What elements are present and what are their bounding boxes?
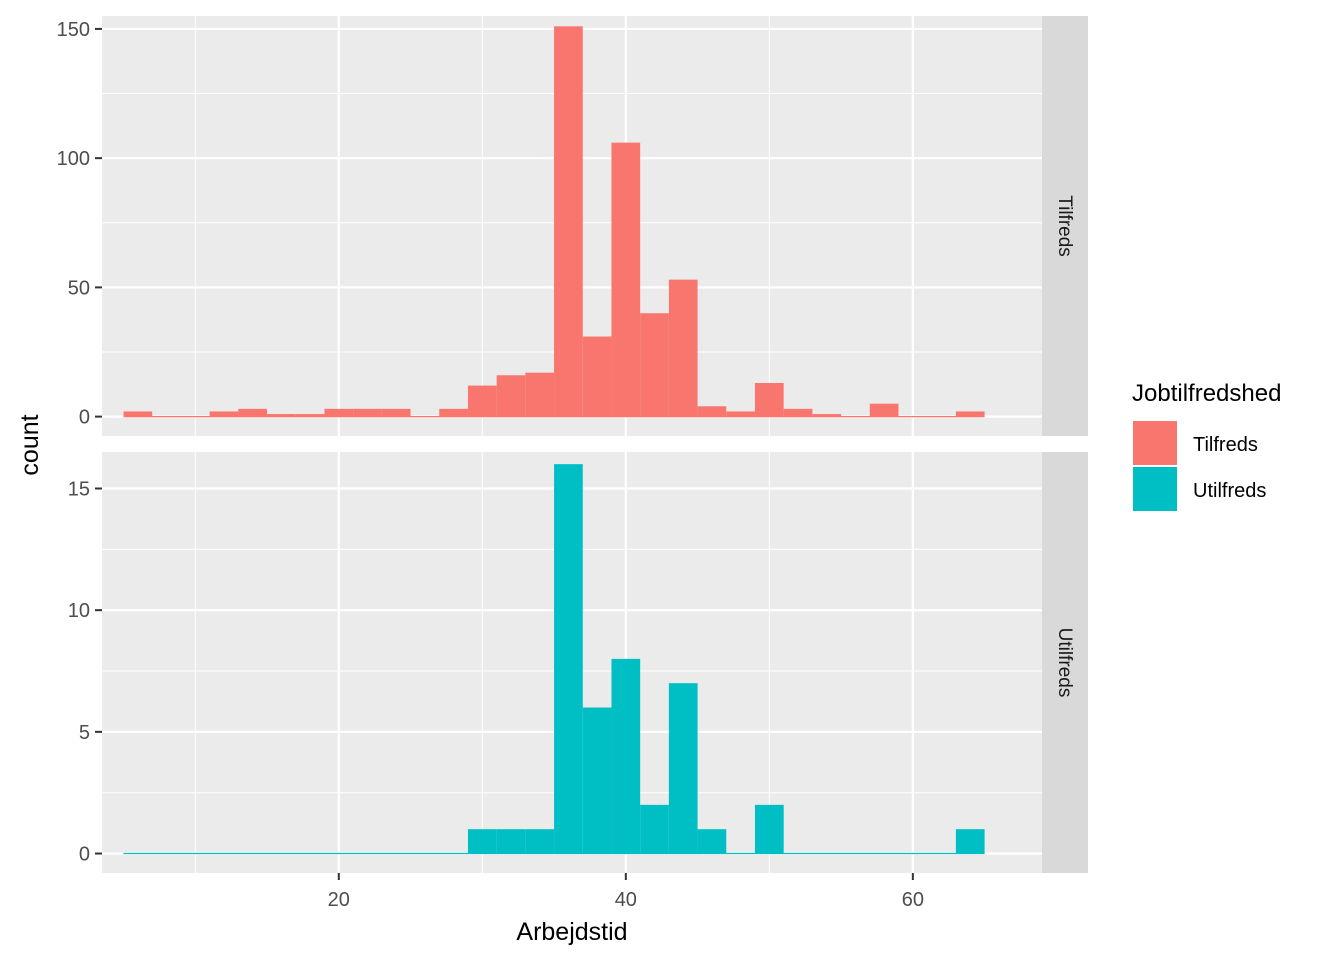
bar-tilfreds-37 xyxy=(582,336,612,417)
legend-label-utilfreds: Utilfreds xyxy=(1193,480,1266,502)
bar-tilfreds-31 xyxy=(496,375,526,417)
bar-tilfreds-43 xyxy=(668,279,698,417)
bar-tilfreds-57 xyxy=(869,403,899,417)
bar-utilfreds-35 xyxy=(554,464,583,854)
x-tick-label: 20 xyxy=(328,889,350,911)
bar-tilfreds-47 xyxy=(726,411,755,417)
bar-tilfreds-13 xyxy=(238,408,268,417)
facet-strip-label-utilfreds: Utilfreds xyxy=(1054,628,1075,698)
bar-tilfreds-11 xyxy=(209,411,239,417)
facet-strip-label-tilfreds: Tilfreds xyxy=(1054,195,1075,257)
bar-tilfreds-49 xyxy=(754,383,784,417)
y-tick-label: 50 xyxy=(68,277,90,299)
legend-key-utilfreds xyxy=(1133,467,1177,511)
bars-utilfreds xyxy=(123,464,985,855)
bar-utilfreds-49 xyxy=(754,804,784,854)
bar-tilfreds-63 xyxy=(955,411,985,417)
x-tick-label: 60 xyxy=(902,889,924,911)
bar-tilfreds-51 xyxy=(783,408,813,417)
y-tick-label: 10 xyxy=(68,600,90,622)
bar-tilfreds-23 xyxy=(381,408,411,417)
bar-tilfreds-29 xyxy=(467,385,497,417)
y-tick-label: 15 xyxy=(68,479,90,501)
legend-label-tilfreds: Tilfreds xyxy=(1193,434,1258,456)
y-tick-label: 150 xyxy=(57,19,90,41)
x-tick-label: 40 xyxy=(615,889,637,911)
facet-panel-tilfreds: Tilfreds 0 50 100 150 xyxy=(57,16,1088,436)
bar-utilfreds-45 xyxy=(697,829,727,854)
y-tick-label: 100 xyxy=(57,148,90,170)
bars-tilfreds xyxy=(123,26,985,418)
bar-tilfreds-39 xyxy=(611,142,641,417)
bar-tilfreds-53 xyxy=(812,414,842,417)
bar-tilfreds-21 xyxy=(353,408,382,417)
bar-utilfreds-41 xyxy=(640,804,669,854)
bar-utilfreds-37 xyxy=(582,707,612,854)
y-axis-ticks-utilfreds: 0 5 10 15 xyxy=(68,479,102,866)
legend-title: Jobtilfredshed xyxy=(1132,380,1281,407)
y-tick-label: 0 xyxy=(79,844,90,866)
bar-tilfreds-17 xyxy=(295,414,325,417)
y-axis-title: count xyxy=(16,414,44,475)
x-axis-title: Arbejdstid xyxy=(516,918,627,946)
legend-key-tilfreds xyxy=(1133,421,1177,465)
bar-tilfreds-19 xyxy=(324,408,354,417)
bar-utilfreds-31 xyxy=(496,829,526,854)
bar-tilfreds-27 xyxy=(439,408,468,417)
bar-utilfreds-39 xyxy=(611,658,641,854)
y-axis-ticks-tilfreds: 0 50 100 150 xyxy=(57,19,102,429)
facet-strip-tilfreds xyxy=(1042,16,1088,436)
bar-tilfreds-35 xyxy=(554,26,583,417)
bar-tilfreds-41 xyxy=(640,313,669,417)
bar-tilfreds-5 xyxy=(123,411,153,417)
y-tick-label: 0 xyxy=(79,407,90,429)
facet-panel-utilfreds: Utilfreds 0 5 10 15 xyxy=(68,452,1088,873)
legend: Jobtilfredshed Tilfreds Utilfreds xyxy=(1132,380,1281,511)
y-tick-label: 5 xyxy=(79,722,90,744)
bar-tilfreds-45 xyxy=(697,406,727,417)
bar-tilfreds-15 xyxy=(267,414,296,417)
bar-utilfreds-29 xyxy=(467,829,497,854)
bar-tilfreds-33 xyxy=(525,372,555,417)
x-axis-ticks: 20 40 60 xyxy=(328,873,924,911)
bar-utilfreds-43 xyxy=(668,683,698,854)
facet-strip-utilfreds xyxy=(1042,452,1088,873)
bar-utilfreds-63 xyxy=(955,829,985,854)
bar-utilfreds-33 xyxy=(525,829,555,854)
